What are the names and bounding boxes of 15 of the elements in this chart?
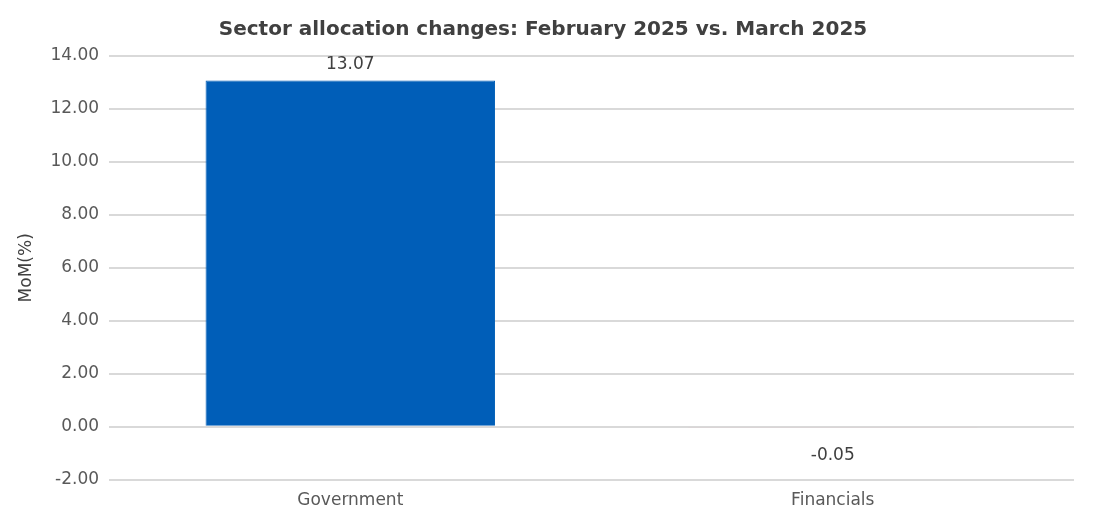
y-tick-label: 14.00: [50, 44, 100, 65]
y-tick-label: 2.00: [61, 362, 100, 383]
x-tick-label: Government: [297, 489, 404, 510]
x-tick-label: Financials: [791, 489, 875, 510]
y-tick-label: 8.00: [61, 203, 100, 224]
y-tick-label: 0.00: [61, 415, 100, 436]
y-axis-title: MoM(%): [14, 233, 35, 303]
y-tick-label: 10.00: [50, 150, 100, 171]
y-tick-label: 12.00: [50, 97, 100, 118]
y-tick-label: -2.00: [55, 468, 100, 489]
data-label: 13.07: [325, 52, 375, 73]
chart-title: Sector allocation changes: February 2025 vs. March 2025: [218, 16, 868, 41]
y-tick-label: 6.00: [61, 256, 100, 277]
y-tick-label: 4.00: [61, 309, 100, 330]
data-label: -0.05: [810, 443, 855, 464]
